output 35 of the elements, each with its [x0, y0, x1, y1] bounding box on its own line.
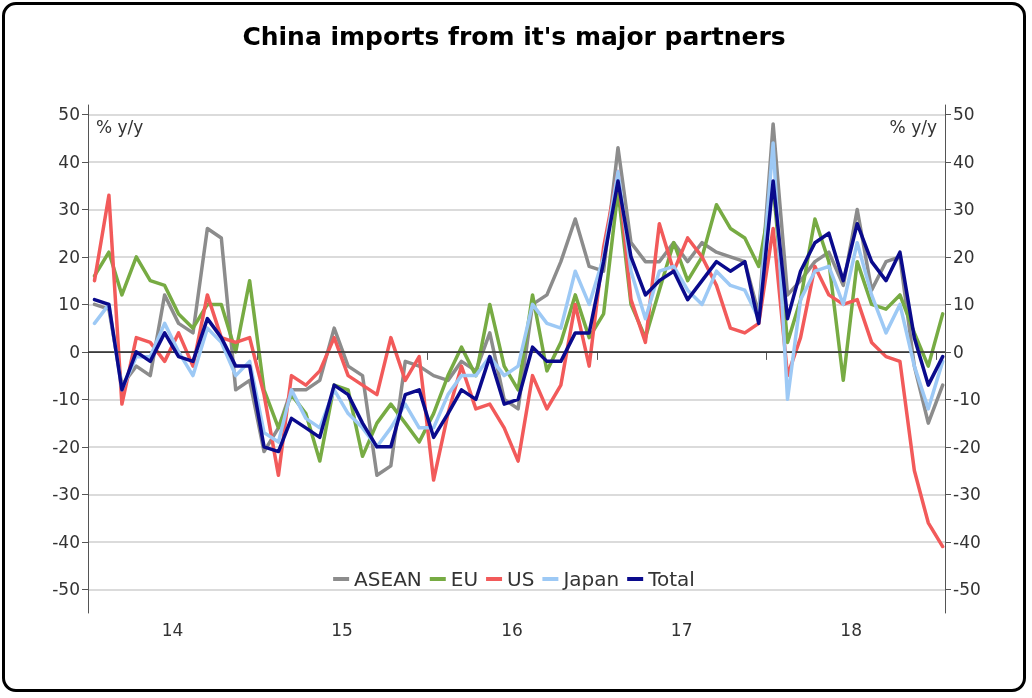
y-tick-label: -30: [52, 484, 80, 505]
x-tick-label: 17: [670, 619, 693, 640]
legend-label: US: [507, 567, 535, 591]
y-tick-label: 0: [69, 341, 80, 362]
y2-tick-label: 20: [953, 246, 975, 267]
x-tick-label: 15: [331, 619, 353, 640]
y-tick-label: 30: [58, 199, 80, 220]
y-tick-label: 40: [58, 151, 80, 172]
y2-tick-label: 10: [953, 294, 975, 315]
legend-label: Total: [647, 567, 695, 591]
y2-tick-label: -10: [953, 389, 981, 410]
y-tick-label: -50: [52, 579, 80, 600]
y2-axis-title: % y/y: [889, 116, 937, 137]
legend-label: EU: [450, 567, 479, 591]
y-tick-label: 10: [58, 294, 80, 315]
y2-tick-label: -50: [953, 579, 981, 600]
x-tick-label: 14: [161, 619, 184, 640]
y2-tick-label: 30: [953, 199, 975, 220]
y-tick-label: 20: [58, 246, 80, 267]
y2-tick-label: -30: [953, 484, 981, 505]
legend-label: Japan: [561, 567, 620, 591]
y2-tick-label: -40: [953, 531, 981, 552]
y-tick-label: 50: [58, 104, 80, 125]
y-tick-label: -40: [52, 531, 80, 552]
y-tick-label: -20: [52, 436, 80, 457]
y-axis-title: % y/y: [96, 116, 144, 137]
chart-title: China imports from it's major partners: [242, 22, 786, 51]
y2-tick-label: 40: [953, 151, 975, 172]
y2-tick-label: 50: [953, 104, 975, 125]
y-tick-label: -10: [52, 389, 80, 410]
legend-label: ASEAN: [354, 567, 422, 591]
x-tick-label: 18: [840, 619, 862, 640]
y2-tick-label: 0: [953, 341, 964, 362]
x-tick-label: 16: [501, 619, 523, 640]
y2-tick-label: -20: [953, 436, 981, 457]
